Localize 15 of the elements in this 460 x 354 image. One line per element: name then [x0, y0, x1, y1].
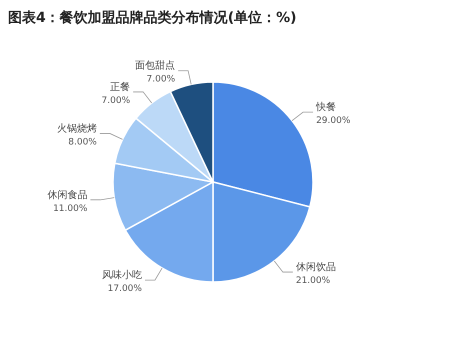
slice-label: 火锅烧烤	[56, 122, 97, 134]
slice-label: 快餐	[315, 101, 336, 114]
slice-label: 正餐	[110, 80, 130, 93]
data-label: 17.00%	[108, 284, 142, 294]
slice-label: 风味小吃	[102, 269, 142, 282]
data-label: 11.00%	[53, 204, 88, 214]
data-label: 7.00%	[102, 96, 131, 106]
data-label: 29.00%	[316, 116, 351, 126]
slice-label: 面包甜点	[135, 60, 176, 72]
slice-label: 休闲饮品	[296, 261, 336, 274]
slice-label: 休闲食品	[47, 188, 88, 201]
data-label: 21.00%	[296, 276, 331, 286]
chart-title: 图表4：餐饮加盟品牌品类分布情况(单位：%)	[8, 10, 297, 26]
data-label: 8.00%	[68, 137, 98, 148]
data-label: 7.00%	[146, 74, 176, 85]
